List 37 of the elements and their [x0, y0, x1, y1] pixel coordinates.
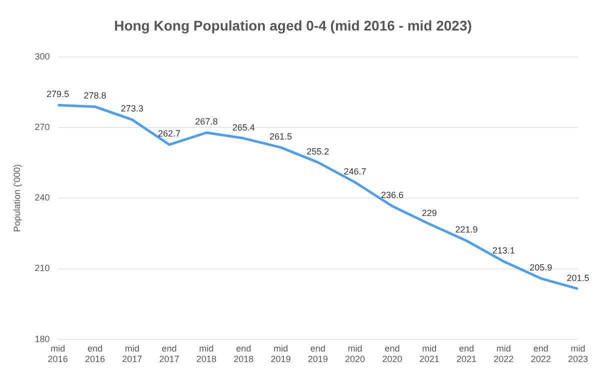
data-label: 255.2 — [306, 146, 330, 156]
data-label: 261.5 — [269, 131, 292, 142]
data-label: 265.4 — [232, 122, 255, 132]
data-label: 267.8 — [195, 116, 218, 127]
x-tick-label: mid 2021 — [419, 343, 440, 364]
data-label: 278.8 — [84, 90, 106, 101]
x-tick-label: end 2020 — [382, 343, 402, 364]
data-label: 246.7 — [344, 166, 366, 176]
x-tick-label: mid 2022 — [494, 343, 514, 364]
x-tick-label: end 2022 — [530, 343, 551, 364]
x-tick-label: mid 2018 — [196, 343, 216, 364]
data-label: 221.9 — [455, 224, 478, 235]
x-tick-label: mid 2020 — [345, 343, 366, 364]
x-tick-label: mid 2017 — [122, 343, 142, 364]
x-tick-label: mid 2019 — [270, 343, 291, 364]
data-label: 273.3 — [120, 104, 144, 114]
y-tick-label: 210 — [34, 263, 50, 274]
x-tick-label: end 2017 — [159, 343, 180, 364]
x-tick-label: mid 2016 — [48, 343, 68, 364]
chart-title: Hong Kong Population aged 0-4 (mid 2016 - mid 2023) — [114, 17, 472, 34]
data-label: 236.6 — [380, 190, 404, 200]
x-tick-label: end 2021 — [456, 343, 477, 364]
y-axis-title: Population ('000) — [12, 164, 22, 232]
y-tick-label: 240 — [34, 192, 50, 203]
x-tick-label: end 2016 — [84, 343, 105, 364]
data-label: 262.7 — [158, 128, 181, 139]
x-tick-label: end 2019 — [308, 343, 328, 364]
y-tick-label: 270 — [34, 122, 50, 132]
data-label: 205.9 — [530, 262, 552, 272]
y-tick-label: 180 — [34, 334, 50, 344]
data-label: 201.5 — [566, 272, 590, 283]
data-label: 279.5 — [46, 89, 70, 100]
data-label: 213.1 — [492, 245, 515, 256]
x-tick-label: mid 2023 — [568, 343, 588, 364]
y-tick-label: 300 — [34, 51, 50, 62]
x-tick-label: end 2018 — [234, 343, 254, 364]
data-label: 229 — [422, 208, 437, 218]
